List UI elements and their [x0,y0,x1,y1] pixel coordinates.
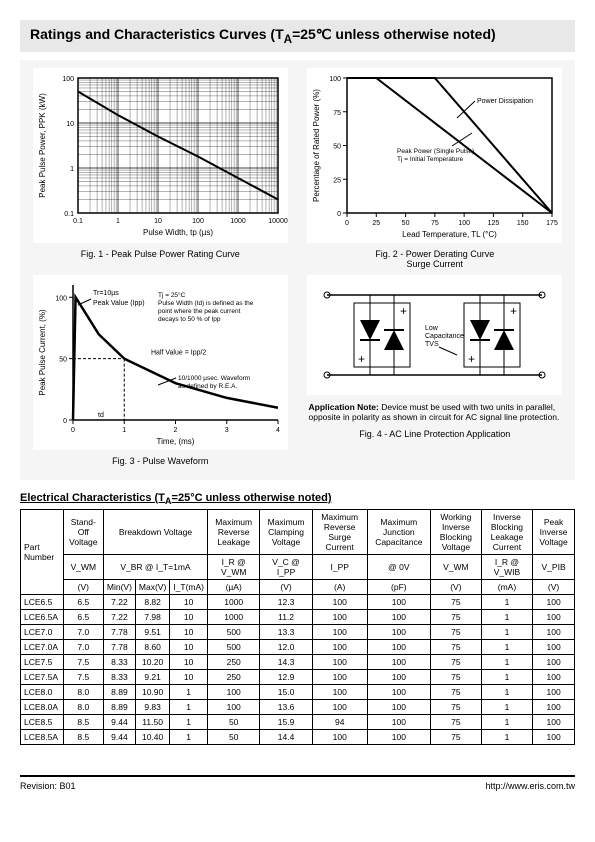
svg-text:1000: 1000 [230,218,246,225]
svg-text:25: 25 [333,177,341,184]
svg-text:0: 0 [337,211,341,218]
svg-text:+: + [468,352,475,366]
fig4-caption: Fig. 4 - AC Line Protection Application [303,429,568,439]
svg-text:Time, (ms): Time, (ms) [156,437,194,446]
svg-text:LowCapacitanceTVS: LowCapacitanceTVS [425,325,464,348]
url: http://www.eris.com.tw [485,781,575,791]
svg-text:Half Value = Ipp/2: Half Value = Ipp/2 [151,349,206,356]
svg-text:Tj = 25°CPulse Width (td) is d: Tj = 25°CPulse Width (td) is defined as … [158,291,254,323]
svg-text:1: 1 [122,427,126,434]
characteristics-table: Part NumberStand-Off VoltageBreakdown Vo… [20,509,575,745]
svg-text:10/1000 µsec. Waveformas defin: 10/1000 µsec. Waveformas defined by R.E.… [178,375,250,390]
svg-text:2: 2 [173,427,177,434]
page-title: Ratings and Characteristics Curves (TA=2… [20,20,575,52]
revision: Revision: B01 [20,781,76,791]
svg-text:4: 4 [276,427,280,434]
svg-text:1: 1 [70,166,74,173]
svg-text:50: 50 [402,220,410,227]
svg-text:25: 25 [373,220,381,227]
svg-text:50: 50 [333,143,341,150]
fig3-svg: 0 1 2 3 4 0 50 100 Tr=10µs Peak Value (Ipp) Tj = 2… [33,275,288,450]
svg-text:Lead Temperature, TL (°C): Lead Temperature, TL (°C) [402,230,497,239]
svg-text:75: 75 [333,110,341,117]
svg-text:10: 10 [66,121,74,128]
svg-text:100: 100 [330,76,342,83]
table-row: LCE7.57.58.3310.201025014.3100100751100 [21,654,575,669]
fig2-svg: 0 25 50 75 100 125 150 175 0 25 50 75 100 Power Dissi… [307,68,562,243]
svg-text:td: td [98,412,104,419]
table-row: LCE8.5A8.59.4410.4015014.4100100751100 [21,729,575,744]
svg-text:+: + [510,304,517,318]
svg-text:3: 3 [225,427,229,434]
table-title: Electrical Characteristics (TA=25°C unle… [20,492,575,506]
svg-text:0: 0 [71,427,75,434]
svg-text:175: 175 [546,220,558,227]
svg-text:125: 125 [488,220,500,227]
fig2: 0 25 50 75 100 125 150 175 0 25 50 75 100 Power Dissi… [303,68,568,269]
fig4: + + + + LowCapacitanceTVS Application Note: … [303,275,568,466]
svg-text:Power Dissipation: Power Dissipation [477,98,533,105]
svg-text:10: 10 [154,218,162,225]
table-row: LCE7.07.07.789.511050013.3100100751100 [21,624,575,639]
svg-text:+: + [400,304,407,318]
svg-text:100: 100 [192,218,204,225]
table-row: LCE8.58.59.4411.5015015.994100751100 [21,714,575,729]
svg-text:0.1: 0.1 [73,218,83,225]
svg-text:Peak Pulse Power, PPK (kW): Peak Pulse Power, PPK (kW) [38,93,47,198]
svg-text:+: + [358,352,365,366]
svg-text:Peak Power (Single Pulse)Tj =: Peak Power (Single Pulse)Tj = Initial Te… [397,148,474,163]
fig1-svg: 0.1 1 10 100 1000 10000 0.1 1 10 100 Pulse Width, … [33,68,288,243]
table-row: LCE7.0A7.07.788.601050012.0100100751100 [21,639,575,654]
table-row: LCE6.5A6.57.227.9810100011.2100100751100 [21,609,575,624]
table-row: LCE8.0A8.08.899.83110013.6100100751100 [21,699,575,714]
fig1-caption: Fig. 1 - Peak Pulse Power Rating Curve [28,249,293,259]
fig3-caption: Fig. 3 - Pulse Waveform [28,456,293,466]
svg-text:150: 150 [517,220,529,227]
svg-text:0: 0 [63,418,67,425]
table-row: LCE6.56.57.228.8210100012.3100100751100 [21,594,575,609]
svg-text:75: 75 [431,220,439,227]
fig3: 0 1 2 3 4 0 50 100 Tr=10µs Peak Value (Ipp) Tj = 2… [28,275,293,466]
table-row: LCE8.08.08.8910.90110015.0100100751100 [21,684,575,699]
svg-text:10000: 10000 [268,218,288,225]
svg-text:Percentage of Rated Power (%): Percentage of Rated Power (%) [312,88,321,201]
svg-text:Pulse Width, tp (µs): Pulse Width, tp (µs) [143,228,213,237]
svg-text:0: 0 [345,220,349,227]
svg-text:0.1: 0.1 [64,211,74,218]
footer: Revision: B01 http://www.eris.com.tw [20,775,575,791]
fig1: 0.1 1 10 100 1000 10000 0.1 1 10 100 Pulse Width, … [28,68,293,269]
svg-text:Peak Pulse Current, (%): Peak Pulse Current, (%) [38,309,47,396]
charts-area: 0.11101001000100000.1110100Pulse Width, … [20,60,575,480]
fig4-svg: + + + + LowCapacitanceTVS [307,275,562,395]
svg-text:100: 100 [459,220,471,227]
svg-text:1: 1 [116,218,120,225]
svg-text:50: 50 [59,356,67,363]
app-note: Application Note: Device must be used wi… [303,398,568,426]
table-row: LCE7.5A7.58.339.211025012.9100100751100 [21,669,575,684]
fig2-caption: Fig. 2 - Power Derating CurveSurge Curre… [303,249,568,269]
svg-text:Tr=10µs: Tr=10µs [93,290,119,297]
svg-text:Peak Value (Ipp): Peak Value (Ipp) [93,300,145,307]
svg-text:100: 100 [62,76,74,83]
svg-text:100: 100 [55,295,67,302]
